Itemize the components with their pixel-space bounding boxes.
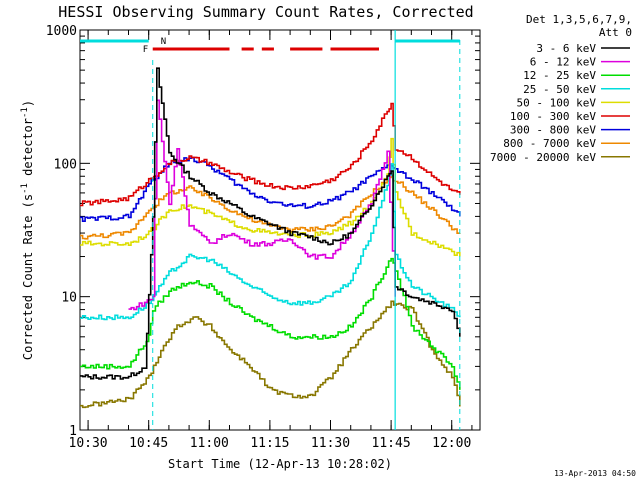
legend-label-4: 25 - 50 keV bbox=[523, 83, 596, 96]
legend-header-line2: Att 0 bbox=[599, 26, 632, 39]
x-tick-label: 11:45 bbox=[372, 436, 411, 451]
legend-label-1: 3 - 6 keV bbox=[536, 42, 596, 55]
x-tick-label: 11:30 bbox=[311, 436, 350, 451]
legend-label-7: 300 - 800 keV bbox=[510, 124, 596, 137]
x-tick-label: 10:30 bbox=[69, 436, 108, 451]
x-tick-label: 12:00 bbox=[432, 436, 471, 451]
series-line-3 bbox=[80, 257, 461, 390]
x-tick-label: 10:45 bbox=[129, 436, 168, 451]
chart-title: HESSI Observing Summary Count Rates, Cor… bbox=[58, 3, 473, 21]
legend-label-5: 50 - 100 keV bbox=[517, 96, 597, 109]
legend-label-2: 6 - 12 keV bbox=[530, 56, 597, 69]
series-line-8 bbox=[80, 175, 461, 240]
y-tick-label: 100 bbox=[54, 157, 77, 172]
night-flag-label: N bbox=[161, 37, 166, 47]
y-tick-label: 1000 bbox=[46, 24, 77, 39]
series-line-9 bbox=[80, 300, 461, 409]
x-tick-label: 11:15 bbox=[250, 436, 289, 451]
legend-label-3: 12 - 25 keV bbox=[523, 69, 596, 82]
svg-text:Corrected Count Rate (s-1 dete: Corrected Count Rate (s-1 detector-1) bbox=[20, 100, 35, 360]
legend-header-line1: Det 1,3,5,6,7,9, bbox=[526, 13, 632, 26]
x-axis-label: Start Time (12-Apr-13 10:28:02) bbox=[168, 457, 392, 471]
series-line-6 bbox=[80, 102, 461, 207]
timestamp: 13-Apr-2013 04:50 bbox=[554, 469, 636, 478]
series-group bbox=[80, 67, 461, 409]
y-tick-label: 1 bbox=[69, 424, 77, 439]
flare-flag-label: F bbox=[143, 45, 148, 55]
legend-label-8: 800 - 7000 keV bbox=[503, 137, 596, 150]
series-line-5 bbox=[80, 137, 461, 257]
legend-label-9: 7000 - 20000 keV bbox=[490, 151, 596, 164]
y-axis-label: Corrected Count Rate (s-1 detector-1) bbox=[20, 100, 35, 360]
plot-area: 1 10 100 1000 10:30 10:45 11:00 11:15 11:30 11:45… bbox=[46, 24, 481, 451]
series-line-2 bbox=[128, 99, 396, 311]
plot-frame bbox=[79, 29, 481, 431]
legend-label-6: 100 - 300 keV bbox=[510, 110, 596, 123]
y-tick-label: 10 bbox=[61, 291, 77, 306]
x-tick-label: 11:00 bbox=[190, 436, 229, 451]
